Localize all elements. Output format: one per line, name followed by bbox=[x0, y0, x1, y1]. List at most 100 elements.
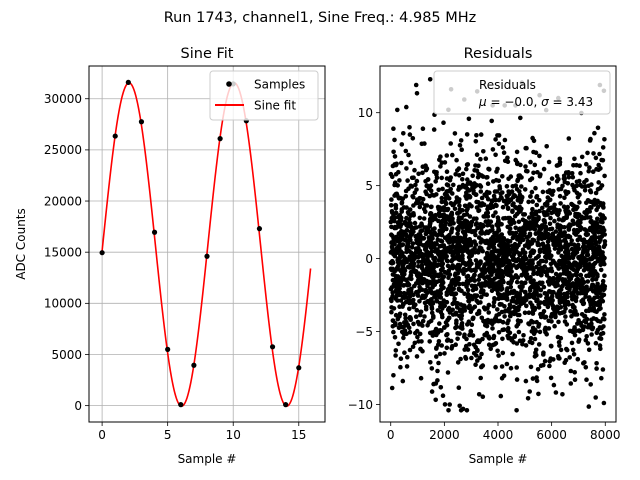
residual-point bbox=[491, 245, 497, 251]
residual-point bbox=[500, 204, 506, 210]
residual-point bbox=[545, 255, 550, 260]
residual-point bbox=[441, 227, 446, 232]
residual-point bbox=[549, 205, 554, 210]
residual-point bbox=[557, 156, 563, 162]
residual-point bbox=[484, 330, 490, 336]
residual-point bbox=[574, 263, 579, 269]
residual-point bbox=[454, 157, 459, 163]
residual-point bbox=[436, 339, 442, 344]
residual-point bbox=[408, 233, 414, 238]
sample-point bbox=[125, 79, 131, 85]
residuals-ticks: 0 2000 4000 6000 8000 −10 −5 0 5 10 bbox=[348, 106, 621, 442]
residual-point bbox=[400, 324, 406, 330]
residual-point bbox=[441, 120, 446, 125]
residual-point bbox=[490, 284, 496, 289]
residual-point bbox=[454, 321, 459, 326]
residual-point bbox=[401, 331, 407, 337]
residual-point bbox=[431, 315, 436, 320]
residual-point bbox=[416, 280, 422, 286]
residual-point bbox=[544, 273, 550, 278]
residual-point bbox=[486, 245, 492, 251]
residual-point bbox=[513, 225, 518, 231]
residual-point bbox=[439, 328, 444, 333]
residual-point bbox=[571, 352, 577, 357]
residual-point bbox=[422, 258, 427, 263]
residual-point bbox=[505, 224, 511, 230]
residual-point bbox=[575, 237, 581, 243]
residual-point bbox=[390, 318, 396, 324]
residual-point bbox=[553, 314, 558, 320]
residual-point bbox=[400, 378, 406, 384]
residual-point bbox=[590, 222, 596, 228]
residual-point bbox=[590, 169, 596, 174]
residual-point bbox=[602, 273, 607, 279]
residual-point bbox=[519, 288, 524, 293]
residual-point bbox=[455, 331, 460, 336]
residual-point bbox=[566, 242, 572, 248]
residual-point bbox=[500, 336, 505, 342]
residual-point bbox=[566, 136, 572, 141]
residual-point bbox=[401, 335, 406, 341]
residual-point bbox=[588, 382, 593, 387]
residual-point bbox=[554, 304, 560, 310]
residual-point bbox=[525, 396, 531, 401]
residual-point bbox=[588, 136, 593, 142]
residual-point bbox=[498, 393, 504, 399]
residual-point bbox=[538, 314, 544, 320]
residual-point bbox=[525, 238, 531, 244]
residual-point bbox=[453, 271, 458, 277]
residual-point bbox=[426, 243, 431, 248]
residual-point bbox=[398, 254, 403, 260]
residual-point bbox=[440, 306, 445, 311]
residual-point bbox=[502, 244, 507, 249]
residual-point bbox=[556, 356, 561, 361]
residual-point bbox=[535, 297, 540, 302]
residual-point bbox=[596, 167, 601, 172]
residual-point bbox=[598, 319, 603, 324]
residual-point bbox=[456, 385, 462, 391]
residual-point bbox=[571, 267, 577, 273]
residual-point bbox=[536, 342, 542, 347]
residual-point bbox=[541, 243, 547, 249]
residual-point bbox=[388, 171, 394, 177]
residual-point bbox=[481, 149, 486, 154]
residual-point bbox=[433, 397, 439, 403]
residual-point bbox=[457, 209, 463, 215]
residual-point bbox=[509, 243, 515, 249]
residual-point bbox=[398, 195, 403, 201]
residual-point bbox=[476, 392, 482, 397]
residual-point bbox=[395, 183, 401, 188]
residual-point bbox=[545, 202, 550, 207]
residual-point bbox=[528, 300, 533, 306]
residual-point bbox=[468, 293, 474, 299]
residual-point bbox=[600, 145, 606, 150]
residual-point bbox=[541, 350, 546, 356]
residual-point bbox=[472, 272, 477, 278]
residual-point bbox=[567, 287, 572, 293]
residual-point bbox=[598, 267, 604, 273]
residual-point bbox=[538, 231, 544, 237]
residual-point bbox=[569, 171, 575, 176]
residual-point bbox=[481, 291, 487, 297]
residual-point bbox=[439, 283, 444, 288]
residual-point bbox=[408, 263, 414, 268]
sample-point bbox=[191, 362, 197, 368]
sine-fit-legend: Samples Sine fit bbox=[209, 70, 319, 121]
residual-point bbox=[573, 298, 579, 304]
residual-point bbox=[442, 191, 448, 197]
residual-point bbox=[577, 200, 582, 205]
residual-point bbox=[517, 312, 522, 318]
residual-point bbox=[465, 322, 470, 327]
residual-point bbox=[466, 116, 472, 122]
residual-point bbox=[591, 253, 597, 258]
residual-point bbox=[479, 231, 484, 236]
residual-point bbox=[494, 249, 500, 254]
residual-point bbox=[473, 353, 479, 358]
residual-point bbox=[423, 247, 428, 252]
residual-point bbox=[586, 198, 592, 204]
residual-point bbox=[449, 258, 454, 264]
residual-point bbox=[477, 355, 483, 361]
residual-point bbox=[469, 322, 475, 328]
residual-point bbox=[598, 336, 604, 342]
residual-point bbox=[526, 310, 532, 316]
